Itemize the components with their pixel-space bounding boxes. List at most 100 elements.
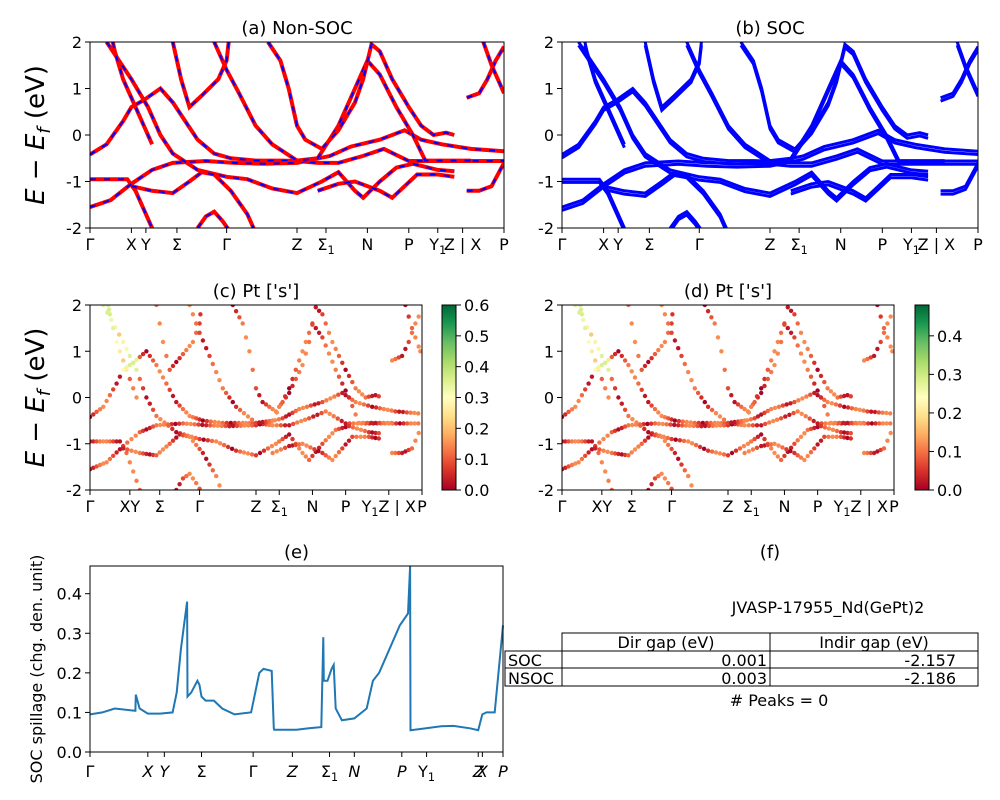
band-point xyxy=(646,430,651,435)
band-point xyxy=(586,381,591,386)
band-point xyxy=(204,346,209,351)
band-point xyxy=(409,446,415,451)
band-point xyxy=(861,450,867,456)
band-point xyxy=(336,392,341,397)
band-point xyxy=(656,421,661,426)
band-point xyxy=(853,420,858,426)
band-point xyxy=(642,438,648,443)
band-point xyxy=(187,305,192,308)
band-point xyxy=(857,420,862,426)
band-point xyxy=(300,441,305,446)
band-point xyxy=(686,439,691,444)
panel-title-e: (e) xyxy=(284,542,309,563)
band-point xyxy=(333,453,338,459)
band-point xyxy=(358,427,364,432)
band-point xyxy=(190,438,196,444)
band-point xyxy=(308,403,313,408)
colorbar-tick-label: 0.0 xyxy=(937,481,962,500)
y-tick-label: 1 xyxy=(72,342,82,361)
band-point xyxy=(672,422,677,428)
band-point xyxy=(416,411,421,416)
band-point xyxy=(297,369,302,375)
band-line-blue-split xyxy=(603,173,727,228)
band-point xyxy=(413,321,418,326)
band-point xyxy=(177,403,182,408)
x-tick-label: P xyxy=(404,235,414,254)
band-point xyxy=(360,420,366,426)
band-point xyxy=(632,375,638,380)
band-point xyxy=(180,406,186,412)
band-point xyxy=(772,362,777,368)
band-point xyxy=(795,409,800,414)
band-point xyxy=(622,452,628,458)
band-point xyxy=(709,407,715,413)
band-point xyxy=(277,439,282,444)
band-point xyxy=(697,444,703,450)
band-point xyxy=(652,433,658,438)
band-point xyxy=(842,404,847,409)
band-point xyxy=(763,421,768,427)
band-point xyxy=(830,434,835,439)
band-point xyxy=(184,410,189,415)
band-point xyxy=(586,339,591,345)
band-point xyxy=(649,482,654,487)
band-point xyxy=(868,450,873,456)
band-point xyxy=(393,356,398,362)
band-point xyxy=(606,478,611,483)
band-point xyxy=(679,353,684,359)
band-point xyxy=(589,374,595,379)
band-point xyxy=(888,314,893,319)
x-tick-label: Y1 xyxy=(902,235,920,257)
band-point xyxy=(869,409,874,414)
band-point xyxy=(197,330,202,335)
band-point xyxy=(713,411,719,416)
band-point xyxy=(180,421,186,426)
band-point xyxy=(207,423,213,428)
band-point xyxy=(784,402,789,407)
band-point xyxy=(389,408,394,413)
band-point xyxy=(137,450,142,456)
band-point xyxy=(702,399,707,405)
band-point xyxy=(409,330,415,335)
x-tick-label: N xyxy=(778,497,790,516)
colorbar-tick-label: 0.1 xyxy=(464,450,489,469)
band-point xyxy=(783,414,788,419)
band-point xyxy=(662,476,668,481)
band-line-blue-split xyxy=(562,131,978,212)
band-point xyxy=(823,421,828,426)
band-point xyxy=(686,369,691,375)
band-point xyxy=(303,339,308,345)
table-cell-dir-gap: 0.003 xyxy=(721,669,767,688)
band-point xyxy=(245,414,251,419)
panel-b: (b) SOC -2 -1 0 1 2 Γ X Y Σ Γ Z Σ1 N P Y1Z | X P xyxy=(538,18,983,257)
band-point xyxy=(127,353,132,359)
band-point xyxy=(828,420,834,426)
band-point xyxy=(639,387,644,392)
band-point xyxy=(200,418,206,423)
band-point xyxy=(861,408,866,413)
band-point xyxy=(749,439,754,444)
band-point xyxy=(652,406,658,412)
band-point xyxy=(162,420,167,425)
band-point xyxy=(287,432,292,437)
band-point xyxy=(875,346,880,352)
band-point xyxy=(343,393,348,398)
band-point xyxy=(217,378,222,383)
band-point xyxy=(257,420,262,425)
band-point xyxy=(792,441,797,446)
colorbar-tick-label: 0.4 xyxy=(464,358,489,377)
band-point xyxy=(649,421,654,426)
band-point xyxy=(340,446,345,451)
band-point xyxy=(742,406,747,412)
y-tick-label: 0.1 xyxy=(57,703,82,722)
band-point xyxy=(267,404,272,409)
band-point xyxy=(129,448,134,453)
band-point xyxy=(782,453,787,459)
band-point xyxy=(140,451,146,456)
band-point xyxy=(273,441,279,446)
band-point xyxy=(676,418,682,424)
x-tick-label: Γ xyxy=(249,762,258,781)
band-point xyxy=(249,417,255,422)
